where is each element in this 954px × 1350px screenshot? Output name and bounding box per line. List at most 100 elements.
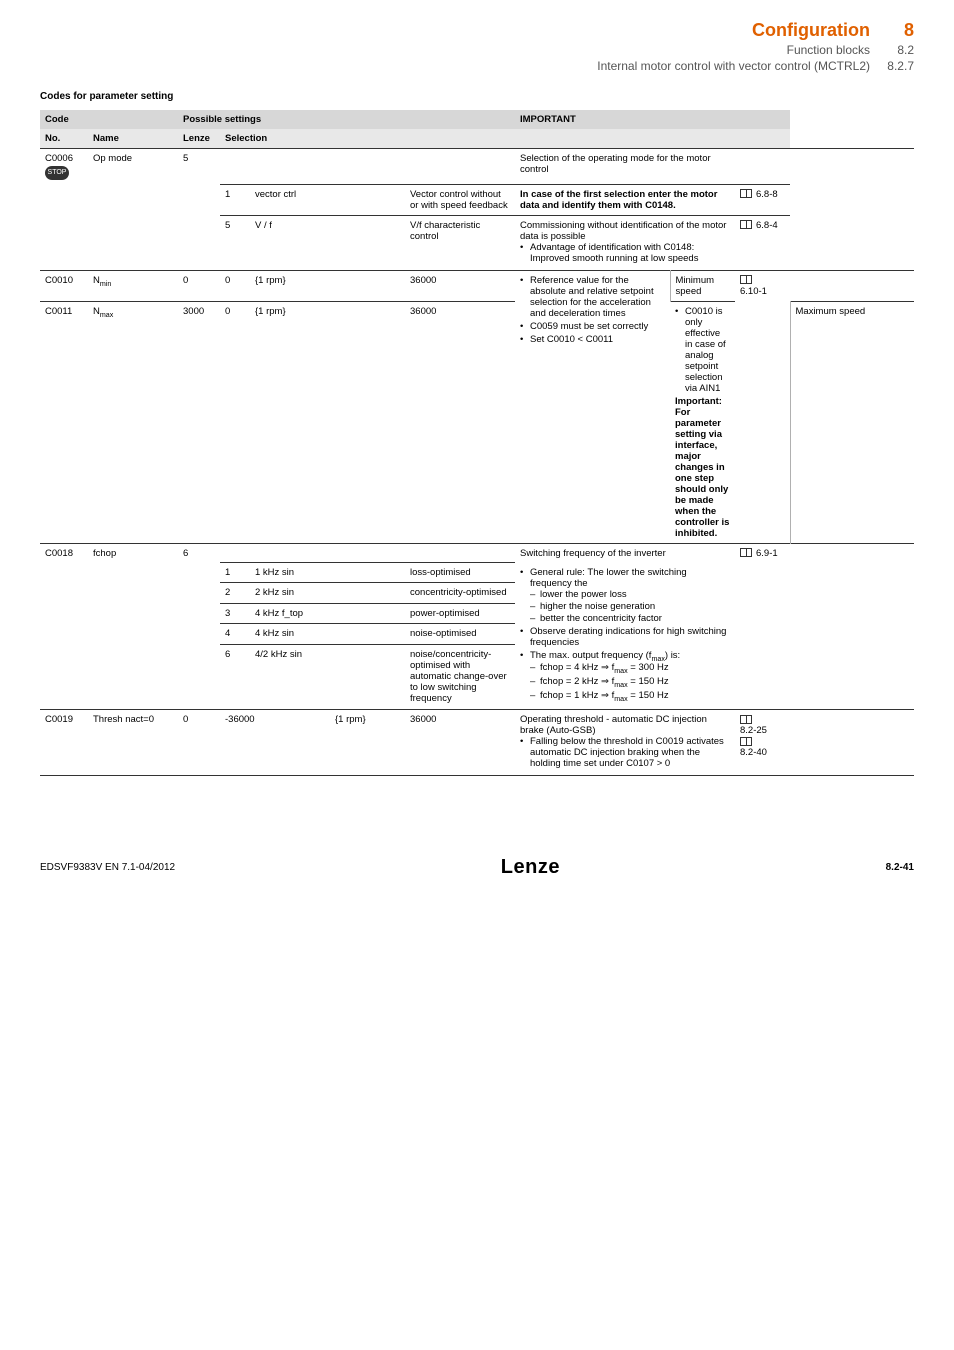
imp-bullet: Falling below the threshold in C0019 act… <box>520 736 730 769</box>
cell-no: C0011 <box>40 301 88 543</box>
imp-bullet: Advantage of identification with C0148: … <box>520 242 730 264</box>
cell-important: C0010 is only effective in case of analo… <box>670 301 735 543</box>
ref-text: 8.2-40 <box>740 747 767 758</box>
ref-text: 6.9-1 <box>756 548 778 559</box>
imp-bullet: General rule: The lower the switching fr… <box>520 567 730 624</box>
ref-cell: 8.2-25 8.2-40 <box>735 710 790 776</box>
opt-desc: Vector control without or with speed fee… <box>405 184 515 215</box>
opt-label: 2 kHz sin <box>250 583 405 603</box>
opt-desc: concentricity-optimised <box>405 583 515 603</box>
row-c0010: C0010 Nmin 0 0 {1 rpm} 36000 Reference v… <box>40 270 914 301</box>
book-icon <box>740 189 752 198</box>
ref-cell: 6.8-8 <box>735 184 790 215</box>
row-c0018: C0018 fchop 6 Switching frequency of the… <box>40 543 914 563</box>
row-c0006-opt2: 5 V / f V/f characteristic control Commi… <box>40 215 914 270</box>
opt-key: 1 <box>220 563 250 583</box>
footer-pagenum: 8.2-41 <box>886 862 914 873</box>
name-sub: min <box>100 279 111 287</box>
opt-desc: V/f characteristic control <box>405 215 515 270</box>
th-lenze: Lenze <box>178 129 220 149</box>
opt-label: vector ctrl <box>250 184 405 215</box>
opt-label: V / f <box>250 215 405 270</box>
ref-text: 8.2-25 <box>740 725 767 736</box>
name-sub: max <box>100 310 113 318</box>
cell-note: Minimum speed <box>670 270 735 301</box>
cell-min: 0 <box>220 270 250 301</box>
opt-desc: loss-optimised <box>405 563 515 583</box>
imp-text: Commissioning without identification of … <box>520 220 726 242</box>
cell-max: 36000 <box>405 710 515 776</box>
cell-min: 0 <box>220 301 250 543</box>
cell-lenze: 3000 <box>178 301 220 543</box>
book-icon <box>740 220 752 229</box>
cell-lenze: 0 <box>178 710 220 776</box>
cell-no: C0006 STOP <box>40 149 88 185</box>
cell-step: {1 rpm} <box>250 270 405 301</box>
section-title: Codes for parameter setting <box>40 91 914 102</box>
g1: General rule: The lower the switching fr… <box>530 567 687 589</box>
cell-desc: Switching frequency of the inverter <box>515 543 735 563</box>
header-numbers: 8 8.2 8.2.7 <box>884 20 914 73</box>
table-subheader-row: No. Name Lenze Selection <box>40 129 914 149</box>
g3c: fchop = 1 kHz ⇒ fmax = 150 Hz <box>530 690 730 703</box>
row-c0006: C0006 STOP Op mode 5 Selection of the op… <box>40 149 914 185</box>
imp-bullet: Set C0010 < C0011 <box>520 334 665 345</box>
ref-cell: 6.10-1 <box>735 270 790 543</box>
cell-max: 36000 <box>405 301 515 543</box>
name-pre: N <box>93 306 100 317</box>
ref-text: 6.8-8 <box>756 189 778 200</box>
row-c0019: C0019 Thresh nact=0 0 -36000 {1 rpm} 360… <box>40 710 914 776</box>
cell-name: Thresh nact=0 <box>88 710 178 776</box>
footer-logo: Lenze <box>501 856 560 879</box>
imp-bullet: Observe derating indications for high sw… <box>520 626 730 648</box>
g1a: lower the power loss <box>530 589 730 600</box>
row-c0006-opt1: 1 vector ctrl Vector control without or … <box>40 184 914 215</box>
cell-important: Operating threshold - automatic DC injec… <box>515 710 735 776</box>
imp-text: Operating threshold - automatic DC injec… <box>520 714 707 736</box>
opt-desc: noise/concentricity-optimised with autom… <box>405 644 515 709</box>
th-selection: Selection <box>220 129 515 149</box>
th-important: IMPORTANT <box>515 110 790 129</box>
imp-bullet: The max. output frequency (fmax) is: fch… <box>520 650 730 704</box>
book-icon <box>740 275 752 284</box>
opt-label: 4 kHz f_top <box>250 603 405 623</box>
opt-key: 5 <box>220 215 250 270</box>
th-possible: Possible settings <box>178 110 515 129</box>
book-icon <box>740 715 752 724</box>
cell-no: C0018 <box>40 543 88 563</box>
ref-cell: 6.8-4 <box>735 215 790 270</box>
ref-text: 6.10-1 <box>740 286 767 297</box>
code-no: C0006 <box>45 153 73 164</box>
opt-key: 4 <box>220 624 250 644</box>
cell-lenze: 6 <box>178 543 220 563</box>
cell-name: Op mode <box>88 149 178 185</box>
opt-label: 1 kHz sin <box>250 563 405 583</box>
ref-cell: 6.9-1 <box>735 543 790 563</box>
imp-bullet: C0059 must be set correctly <box>520 321 665 332</box>
book-icon <box>740 737 752 746</box>
page-footer: EDSVF9383V EN 7.1-04/2012 Lenze 8.2-41 <box>40 856 914 879</box>
cell-max: 36000 <box>405 270 515 301</box>
g3b: fchop = 2 kHz ⇒ fmax = 150 Hz <box>530 676 730 689</box>
cell-note: Maximum speed <box>790 301 914 543</box>
cell-lenze: 0 <box>178 270 220 301</box>
opt-desc: noise-optimised <box>405 624 515 644</box>
ref-text: 6.8-4 <box>756 220 778 231</box>
cell-no: C0010 <box>40 270 88 301</box>
cell-desc: Selection of the operating mode for the … <box>515 149 735 185</box>
opt-key: 3 <box>220 603 250 623</box>
header-sub1: Function blocks <box>597 43 870 57</box>
header-sub2: Internal motor control with vector contr… <box>597 59 870 73</box>
th-no: No. <box>40 129 88 149</box>
g3-post: ) is: <box>665 650 680 661</box>
section-num: 8.2 <box>884 43 914 57</box>
cell-min: -36000 <box>220 710 330 776</box>
g3-sub: max <box>651 654 664 662</box>
subsection-num: 8.2.7 <box>884 59 914 73</box>
g1c: better the concentricity factor <box>530 613 730 624</box>
opt-key: 2 <box>220 583 250 603</box>
stop-icon: STOP <box>45 166 69 180</box>
name-pre: N <box>93 275 100 286</box>
cell-step: {1 rpm} <box>330 710 405 776</box>
cell-important: General rule: The lower the switching fr… <box>515 563 735 710</box>
